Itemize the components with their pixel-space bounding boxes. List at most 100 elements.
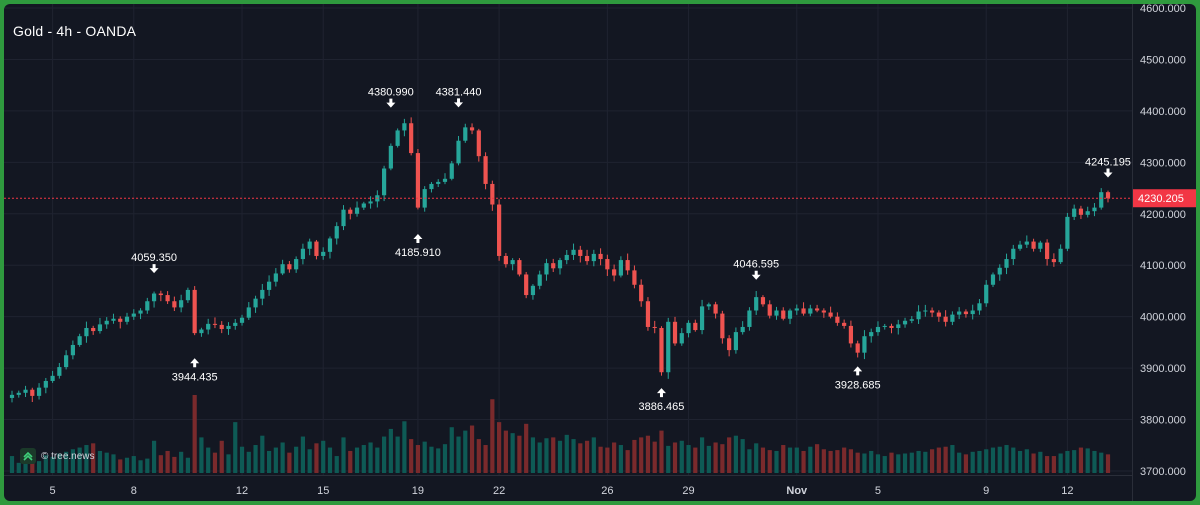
candle[interactable]	[781, 307, 786, 321]
candlestick-chart[interactable]: 4230.205 4059.350 3944.435 4380.990 4185.91…	[4, 4, 1196, 501]
candle[interactable]	[124, 312, 130, 325]
candle[interactable]	[165, 291, 170, 304]
candle[interactable]	[192, 286, 197, 336]
candle[interactable]	[733, 327, 738, 354]
candle[interactable]	[957, 307, 962, 320]
candle[interactable]	[456, 135, 461, 166]
candle[interactable]	[151, 291, 157, 308]
candle[interactable]	[686, 320, 691, 338]
candle[interactable]	[77, 333, 82, 347]
candle[interactable]	[321, 247, 326, 260]
candle[interactable]	[469, 123, 475, 135]
candle[interactable]	[348, 207, 353, 220]
candle[interactable]	[814, 304, 820, 313]
candle[interactable]	[889, 323, 894, 334]
candle[interactable]	[557, 257, 563, 275]
candle[interactable]	[774, 306, 779, 320]
candle[interactable]	[1004, 253, 1009, 275]
candle[interactable]	[179, 294, 184, 313]
candle[interactable]	[977, 299, 982, 315]
candle[interactable]	[1092, 203, 1097, 217]
candle[interactable]	[327, 236, 333, 259]
candle[interactable]	[97, 317, 103, 334]
candle[interactable]	[530, 284, 536, 300]
candle[interactable]	[206, 318, 211, 335]
candle[interactable]	[503, 253, 508, 268]
candle[interactable]	[84, 321, 89, 343]
candle[interactable]	[199, 327, 204, 337]
candle[interactable]	[1024, 235, 1029, 248]
candle[interactable]	[767, 300, 772, 319]
candle[interactable]	[9, 390, 15, 403]
candle[interactable]	[436, 179, 441, 188]
candle[interactable]	[584, 249, 590, 265]
candle[interactable]	[172, 296, 177, 312]
candle[interactable]	[882, 323, 887, 330]
candle[interactable]	[990, 272, 996, 288]
candle[interactable]	[544, 258, 549, 281]
candle[interactable]	[91, 325, 96, 335]
candle[interactable]	[760, 295, 766, 307]
candle[interactable]	[672, 316, 678, 346]
candle[interactable]	[963, 309, 969, 318]
candle[interactable]	[246, 302, 251, 320]
candle[interactable]	[1017, 240, 1023, 251]
candle[interactable]	[659, 326, 664, 376]
candle[interactable]	[551, 258, 556, 273]
candle[interactable]	[36, 383, 42, 400]
candle[interactable]	[936, 310, 941, 322]
candle[interactable]	[23, 385, 28, 397]
candle[interactable]	[314, 239, 319, 260]
candle[interactable]	[402, 118, 407, 137]
candle[interactable]	[260, 283, 265, 306]
candle[interactable]	[233, 318, 238, 330]
candle[interactable]	[1078, 205, 1084, 220]
candle[interactable]	[1038, 240, 1043, 253]
candle[interactable]	[104, 317, 109, 329]
candle[interactable]	[219, 321, 224, 334]
candle[interactable]	[1051, 253, 1056, 267]
candle[interactable]	[415, 148, 421, 210]
candle[interactable]	[294, 256, 299, 273]
candle[interactable]	[652, 320, 657, 334]
candle[interactable]	[943, 310, 948, 327]
candle[interactable]	[212, 317, 218, 329]
candle[interactable]	[916, 305, 921, 324]
candle[interactable]	[1099, 188, 1104, 210]
candle[interactable]	[801, 302, 806, 316]
candle[interactable]	[875, 321, 881, 336]
candle[interactable]	[497, 199, 502, 261]
candle[interactable]	[997, 264, 1002, 281]
candle[interactable]	[706, 302, 711, 310]
candle[interactable]	[1105, 190, 1111, 203]
candle[interactable]	[64, 350, 69, 370]
candle[interactable]	[334, 222, 339, 245]
candle[interactable]	[273, 268, 278, 287]
candle[interactable]	[30, 387, 35, 402]
candle[interactable]	[266, 275, 272, 296]
candle[interactable]	[821, 308, 826, 318]
candle[interactable]	[639, 279, 644, 307]
candle[interactable]	[693, 319, 698, 332]
candle[interactable]	[1085, 206, 1090, 218]
candle[interactable]	[16, 390, 21, 398]
candle[interactable]	[598, 248, 603, 266]
candle[interactable]	[1058, 244, 1063, 264]
candle[interactable]	[699, 299, 705, 335]
candle[interactable]	[280, 259, 285, 276]
candle[interactable]	[226, 322, 231, 335]
candle[interactable]	[429, 182, 434, 193]
candle[interactable]	[828, 306, 833, 319]
candle[interactable]	[862, 330, 867, 360]
candle[interactable]	[564, 249, 569, 265]
candle[interactable]	[747, 307, 752, 331]
candle[interactable]	[483, 152, 488, 190]
candle[interactable]	[354, 201, 360, 217]
candle[interactable]	[842, 319, 847, 329]
candle[interactable]	[422, 186, 427, 212]
candle[interactable]	[111, 313, 116, 324]
candle[interactable]	[787, 308, 793, 325]
candle[interactable]	[524, 271, 529, 299]
candle[interactable]	[253, 295, 258, 313]
candle[interactable]	[185, 287, 190, 303]
